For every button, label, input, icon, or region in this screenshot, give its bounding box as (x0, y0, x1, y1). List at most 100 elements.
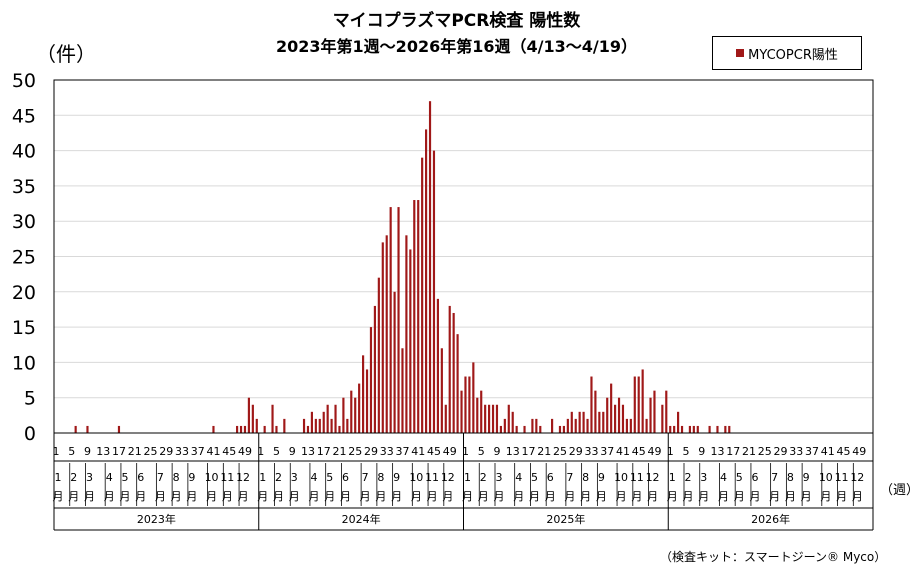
bar (373, 305, 376, 433)
month-suffix-label: 月 (155, 490, 166, 503)
bar (428, 101, 432, 434)
bar (539, 425, 542, 433)
bar (362, 355, 365, 433)
bar (637, 376, 640, 433)
bar (677, 411, 680, 433)
bar (283, 418, 286, 433)
bar (460, 390, 463, 433)
bar (602, 411, 605, 433)
month-suffix-label: 月 (68, 490, 79, 503)
y-tick-label: 40 (12, 141, 36, 163)
month-number-label: 10 (819, 471, 833, 484)
month-number-label: 4 (720, 471, 727, 484)
bar (330, 418, 333, 433)
month-suffix-label: 月 (564, 490, 575, 503)
bar (346, 418, 349, 433)
week-tick-label: 1 (667, 445, 674, 458)
bar (251, 404, 254, 433)
week-tick-label: 33 (175, 445, 189, 458)
bar (389, 207, 392, 433)
bar (625, 418, 628, 433)
bar (413, 200, 416, 433)
month-number-label: 6 (547, 471, 554, 484)
month-number-label: 12 (236, 471, 250, 484)
month-suffix-label: 月 (186, 490, 197, 503)
week-tick-label: 45 (836, 445, 850, 458)
bar (464, 376, 467, 433)
week-tick-label: 37 (395, 445, 409, 458)
month-number-label: 9 (803, 471, 810, 484)
bar (708, 425, 711, 433)
month-number-label: 12 (850, 471, 864, 484)
bar (318, 418, 321, 433)
legend-swatch (736, 49, 745, 57)
bar (476, 397, 479, 433)
bar (680, 425, 684, 433)
week-tick-label: 41 (206, 445, 220, 458)
month-suffix-label: 月 (494, 490, 505, 503)
month-number-label: 9 (598, 471, 605, 484)
bar (724, 425, 727, 433)
week-tick-label: 29 (364, 445, 378, 458)
week-tick-label: 25 (553, 445, 567, 458)
week-tick-label: 41 (411, 445, 425, 458)
chart-title: マイコプラズマPCR検査 陽性数 (332, 11, 581, 31)
month-number-label: 2 (480, 471, 487, 484)
bar (594, 390, 597, 433)
y-tick-label: 20 (12, 282, 36, 304)
bar (629, 418, 632, 433)
week-tick-label: 17 (726, 445, 740, 458)
bar (255, 418, 258, 433)
bar (365, 369, 369, 433)
week-tick-label: 49 (238, 445, 252, 458)
bar (456, 334, 459, 433)
bar (302, 418, 306, 433)
bar (598, 411, 601, 433)
bar (247, 397, 250, 433)
month-number-label: 1 (259, 471, 266, 484)
bar (696, 425, 699, 433)
week-tick-label: 13 (710, 445, 724, 458)
bar (503, 418, 506, 433)
bar (523, 425, 526, 433)
bar (566, 418, 569, 433)
bar (409, 249, 412, 433)
month-number-label: 3 (700, 471, 707, 484)
month-number-label: 7 (362, 471, 369, 484)
month-number-label: 5 (531, 471, 538, 484)
legend-label: MYCOPCR陽性 (748, 47, 838, 63)
bar (314, 418, 317, 433)
bar (338, 425, 341, 433)
bar (421, 157, 424, 433)
bar (606, 397, 609, 433)
week-tick-label: 29 (569, 445, 583, 458)
bar (425, 129, 428, 434)
month-suffix-label: 月 (391, 490, 402, 503)
bar (401, 348, 404, 433)
y-tick-label: 45 (12, 105, 36, 127)
x-axis-unit: （週） (880, 483, 913, 498)
month-suffix-label: 月 (529, 490, 540, 503)
week-tick-label: 25 (143, 445, 157, 458)
month-suffix-label: 月 (324, 490, 335, 503)
bar (86, 425, 89, 433)
bar (633, 376, 636, 433)
week-tick-label: 25 (758, 445, 772, 458)
data-source-credit: （検査キット：スマートジーン® Myco） (660, 550, 887, 564)
week-tick-label: 9 (698, 445, 705, 458)
bar (649, 397, 652, 433)
month-suffix-label: 月 (718, 490, 729, 503)
week-tick-label: 9 (493, 445, 500, 458)
bar (432, 150, 436, 433)
month-suffix-label: 月 (427, 490, 438, 503)
month-suffix-label: 月 (801, 490, 812, 503)
bar (491, 404, 495, 433)
month-suffix-label: 月 (820, 490, 831, 503)
week-tick-label: 13 (506, 445, 520, 458)
month-number-label: 11 (630, 471, 644, 484)
year-label: 2026年 (751, 512, 790, 526)
week-tick-label: 21 (332, 445, 346, 458)
month-number-label: 5 (326, 471, 333, 484)
bar (275, 425, 278, 433)
